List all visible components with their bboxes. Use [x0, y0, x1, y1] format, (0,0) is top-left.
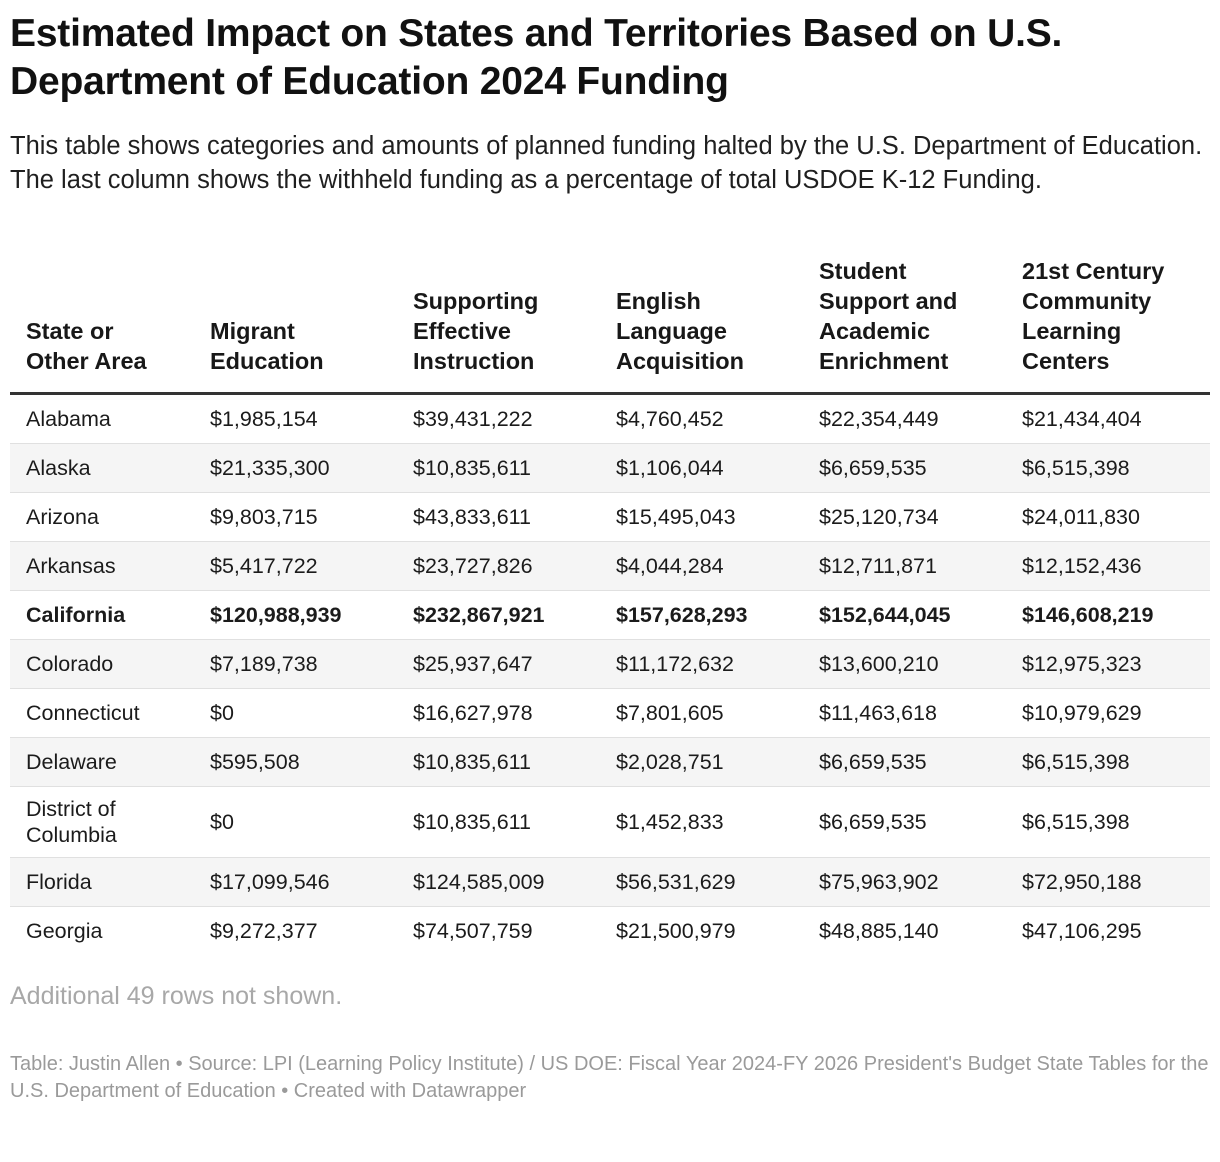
state-cell: Arizona	[10, 492, 194, 542]
table-row: Alaska $21,335,300 $10,835,611 $1,106,044 $6…	[10, 443, 1210, 493]
supporting-effective-instruction-cell: $43,833,611	[397, 492, 600, 542]
student-support-cell: $13,600,210	[803, 639, 1006, 689]
supporting-effective-instruction-cell: $39,431,222	[397, 393, 600, 444]
21st-century-cell: $72,950,188	[1006, 857, 1210, 907]
migrant-education-cell: $120,988,939	[194, 590, 397, 640]
rows-not-shown-note: Additional 49 rows not shown.	[10, 982, 343, 1010]
21st-century-cell: $12,152,436	[1006, 541, 1210, 591]
migrant-education-cell: $7,189,738	[194, 639, 397, 689]
column-header-21st-century[interactable]: 21st Century Community Learning Centers	[1006, 256, 1210, 395]
english-language-acquisition-cell: $2,028,751	[600, 737, 803, 787]
english-language-acquisition-cell: $1,106,044	[600, 443, 803, 493]
english-language-acquisition-cell: $21,500,979	[616, 919, 736, 943]
student-support-cell: $6,659,535	[803, 786, 1006, 858]
english-language-acquisition-cell: $56,531,629	[600, 857, 803, 907]
state-cell: Florida	[10, 857, 194, 907]
state-cell: Colorado	[10, 639, 194, 689]
student-support-cell: $6,659,535	[803, 737, 1006, 787]
table-header: State or Other Area Migrant Education Su…	[10, 256, 1210, 395]
table-row: Colorado $7,189,738 $25,937,647 $11,172,632…	[10, 639, 1210, 689]
table-row: Connecticut $0 $16,627,978 $7,801,605 $11,46…	[10, 688, 1210, 738]
21st-century-cell: $6,515,398	[1006, 737, 1210, 787]
table-row: Florida $17,099,546 $124,585,009 $56,531,62…	[10, 857, 1210, 907]
english-language-acquisition-cell: $4,760,452	[600, 393, 803, 444]
21st-century-cell: $6,515,398	[1006, 443, 1210, 493]
column-header-supporting-effective-instruction[interactable]: Supporting Effective Instruction	[397, 256, 600, 395]
table-body: Alabama $1,985,154 $39,431,222 $4,760,452 $2…	[10, 393, 1210, 956]
supporting-effective-instruction-cell: $10,835,611	[397, 786, 600, 858]
state-cell: California	[10, 590, 194, 640]
student-support-cell: $152,644,045	[803, 590, 1006, 640]
migrant-education-cell: $1,985,154	[194, 393, 397, 444]
table-row: Georgia $9,272,377 $74,507,759 $21,500,979 $…	[10, 907, 1210, 956]
migrant-education-cell: $0	[194, 688, 397, 738]
migrant-education-cell: $595,508	[194, 737, 397, 787]
table-row: California $120,988,939 $232,867,921 $157,6…	[10, 590, 1210, 640]
state-cell: Alabama	[10, 393, 194, 444]
supporting-effective-instruction-cell: $10,835,611	[397, 443, 600, 493]
chart-description: This table shows categories and amounts …	[10, 132, 1203, 194]
21st-century-cell: $10,979,629	[1006, 688, 1210, 738]
english-language-acquisition-cell: $4,044,284	[600, 541, 803, 591]
migrant-education-cell: $21,335,300	[194, 443, 397, 493]
21st-century-cell: $146,608,219	[1006, 590, 1210, 640]
state-cell: Connecticut	[10, 688, 194, 738]
student-support-cell: $6,659,535	[803, 443, 1006, 493]
student-support-cell: $11,463,618	[803, 688, 1006, 738]
21st-century-cell: $21,434,404	[1006, 393, 1210, 444]
table-row: Alabama $1,985,154 $39,431,222 $4,760,452 $2…	[10, 393, 1210, 444]
migrant-education-cell: $9,803,715	[194, 492, 397, 542]
table-row: Delaware $595,508 $10,835,611 $2,028,751 $6,…	[10, 737, 1210, 787]
table-row: Arkansas $5,417,722 $23,727,826 $4,044,284 $…	[10, 541, 1210, 591]
state-cell: Georgia	[26, 919, 103, 943]
column-header-migrant-education[interactable]: Migrant Education	[194, 256, 397, 395]
english-language-acquisition-cell: $15,495,043	[600, 492, 803, 542]
english-language-acquisition-cell: $11,172,632	[600, 639, 803, 689]
migrant-education-cell: $5,417,722	[194, 541, 397, 591]
state-cell: District of Columbia	[10, 786, 194, 858]
21st-century-cell: $6,515,398	[1006, 786, 1210, 858]
student-support-cell: $75,963,902	[803, 857, 1006, 907]
21st-century-cell: $24,011,830	[1006, 492, 1210, 542]
21st-century-cell: $47,106,295	[1022, 919, 1142, 943]
migrant-education-cell: $0	[194, 786, 397, 858]
student-support-cell: $22,354,449	[803, 393, 1006, 444]
supporting-effective-instruction-cell: $74,507,759	[413, 919, 533, 943]
table-row: District of Columbia $0 $10,835,611 $1,452,…	[10, 786, 1210, 858]
data-table-container: State or Other Area Migrant Education Su…	[10, 256, 1210, 955]
english-language-acquisition-cell: $1,452,833	[600, 786, 803, 858]
column-header-state[interactable]: State or Other Area	[10, 256, 194, 395]
chart-footer: Table: Justin Allen • Source: LPI (Learn…	[10, 1053, 1209, 1102]
column-header-english-language-acquisition[interactable]: English Language Acquisition	[600, 256, 803, 395]
supporting-effective-instruction-cell: $124,585,009	[397, 857, 600, 907]
state-cell: Delaware	[10, 737, 194, 787]
table-row: Arizona $9,803,715 $43,833,611 $15,495,043 $…	[10, 492, 1210, 542]
student-support-cell: $25,120,734	[803, 492, 1006, 542]
state-cell: Alaska	[10, 443, 194, 493]
supporting-effective-instruction-cell: $25,937,647	[397, 639, 600, 689]
supporting-effective-instruction-cell: $232,867,921	[397, 590, 600, 640]
student-support-cell: $48,885,140	[819, 919, 939, 943]
chart-container: Estimated Impact on States and Territori…	[10, 12, 1210, 1102]
header-row: State or Other Area Migrant Education Su…	[10, 256, 1210, 395]
english-language-acquisition-cell: $7,801,605	[600, 688, 803, 738]
data-table: State or Other Area Migrant Education Su…	[10, 256, 1210, 955]
migrant-education-cell: $17,099,546	[194, 857, 397, 907]
chart-title: Estimated Impact on States and Territori…	[10, 12, 1063, 103]
student-support-cell: $12,711,871	[803, 541, 1006, 591]
21st-century-cell: $12,975,323	[1006, 639, 1210, 689]
english-language-acquisition-cell: $157,628,293	[600, 590, 803, 640]
state-cell: Arkansas	[10, 541, 194, 591]
supporting-effective-instruction-cell: $10,835,611	[397, 737, 600, 787]
column-header-student-support[interactable]: Student Support and Academic Enrichment	[803, 256, 1006, 395]
migrant-education-cell: $9,272,377	[210, 919, 318, 943]
supporting-effective-instruction-cell: $23,727,826	[397, 541, 600, 591]
supporting-effective-instruction-cell: $16,627,978	[397, 688, 600, 738]
